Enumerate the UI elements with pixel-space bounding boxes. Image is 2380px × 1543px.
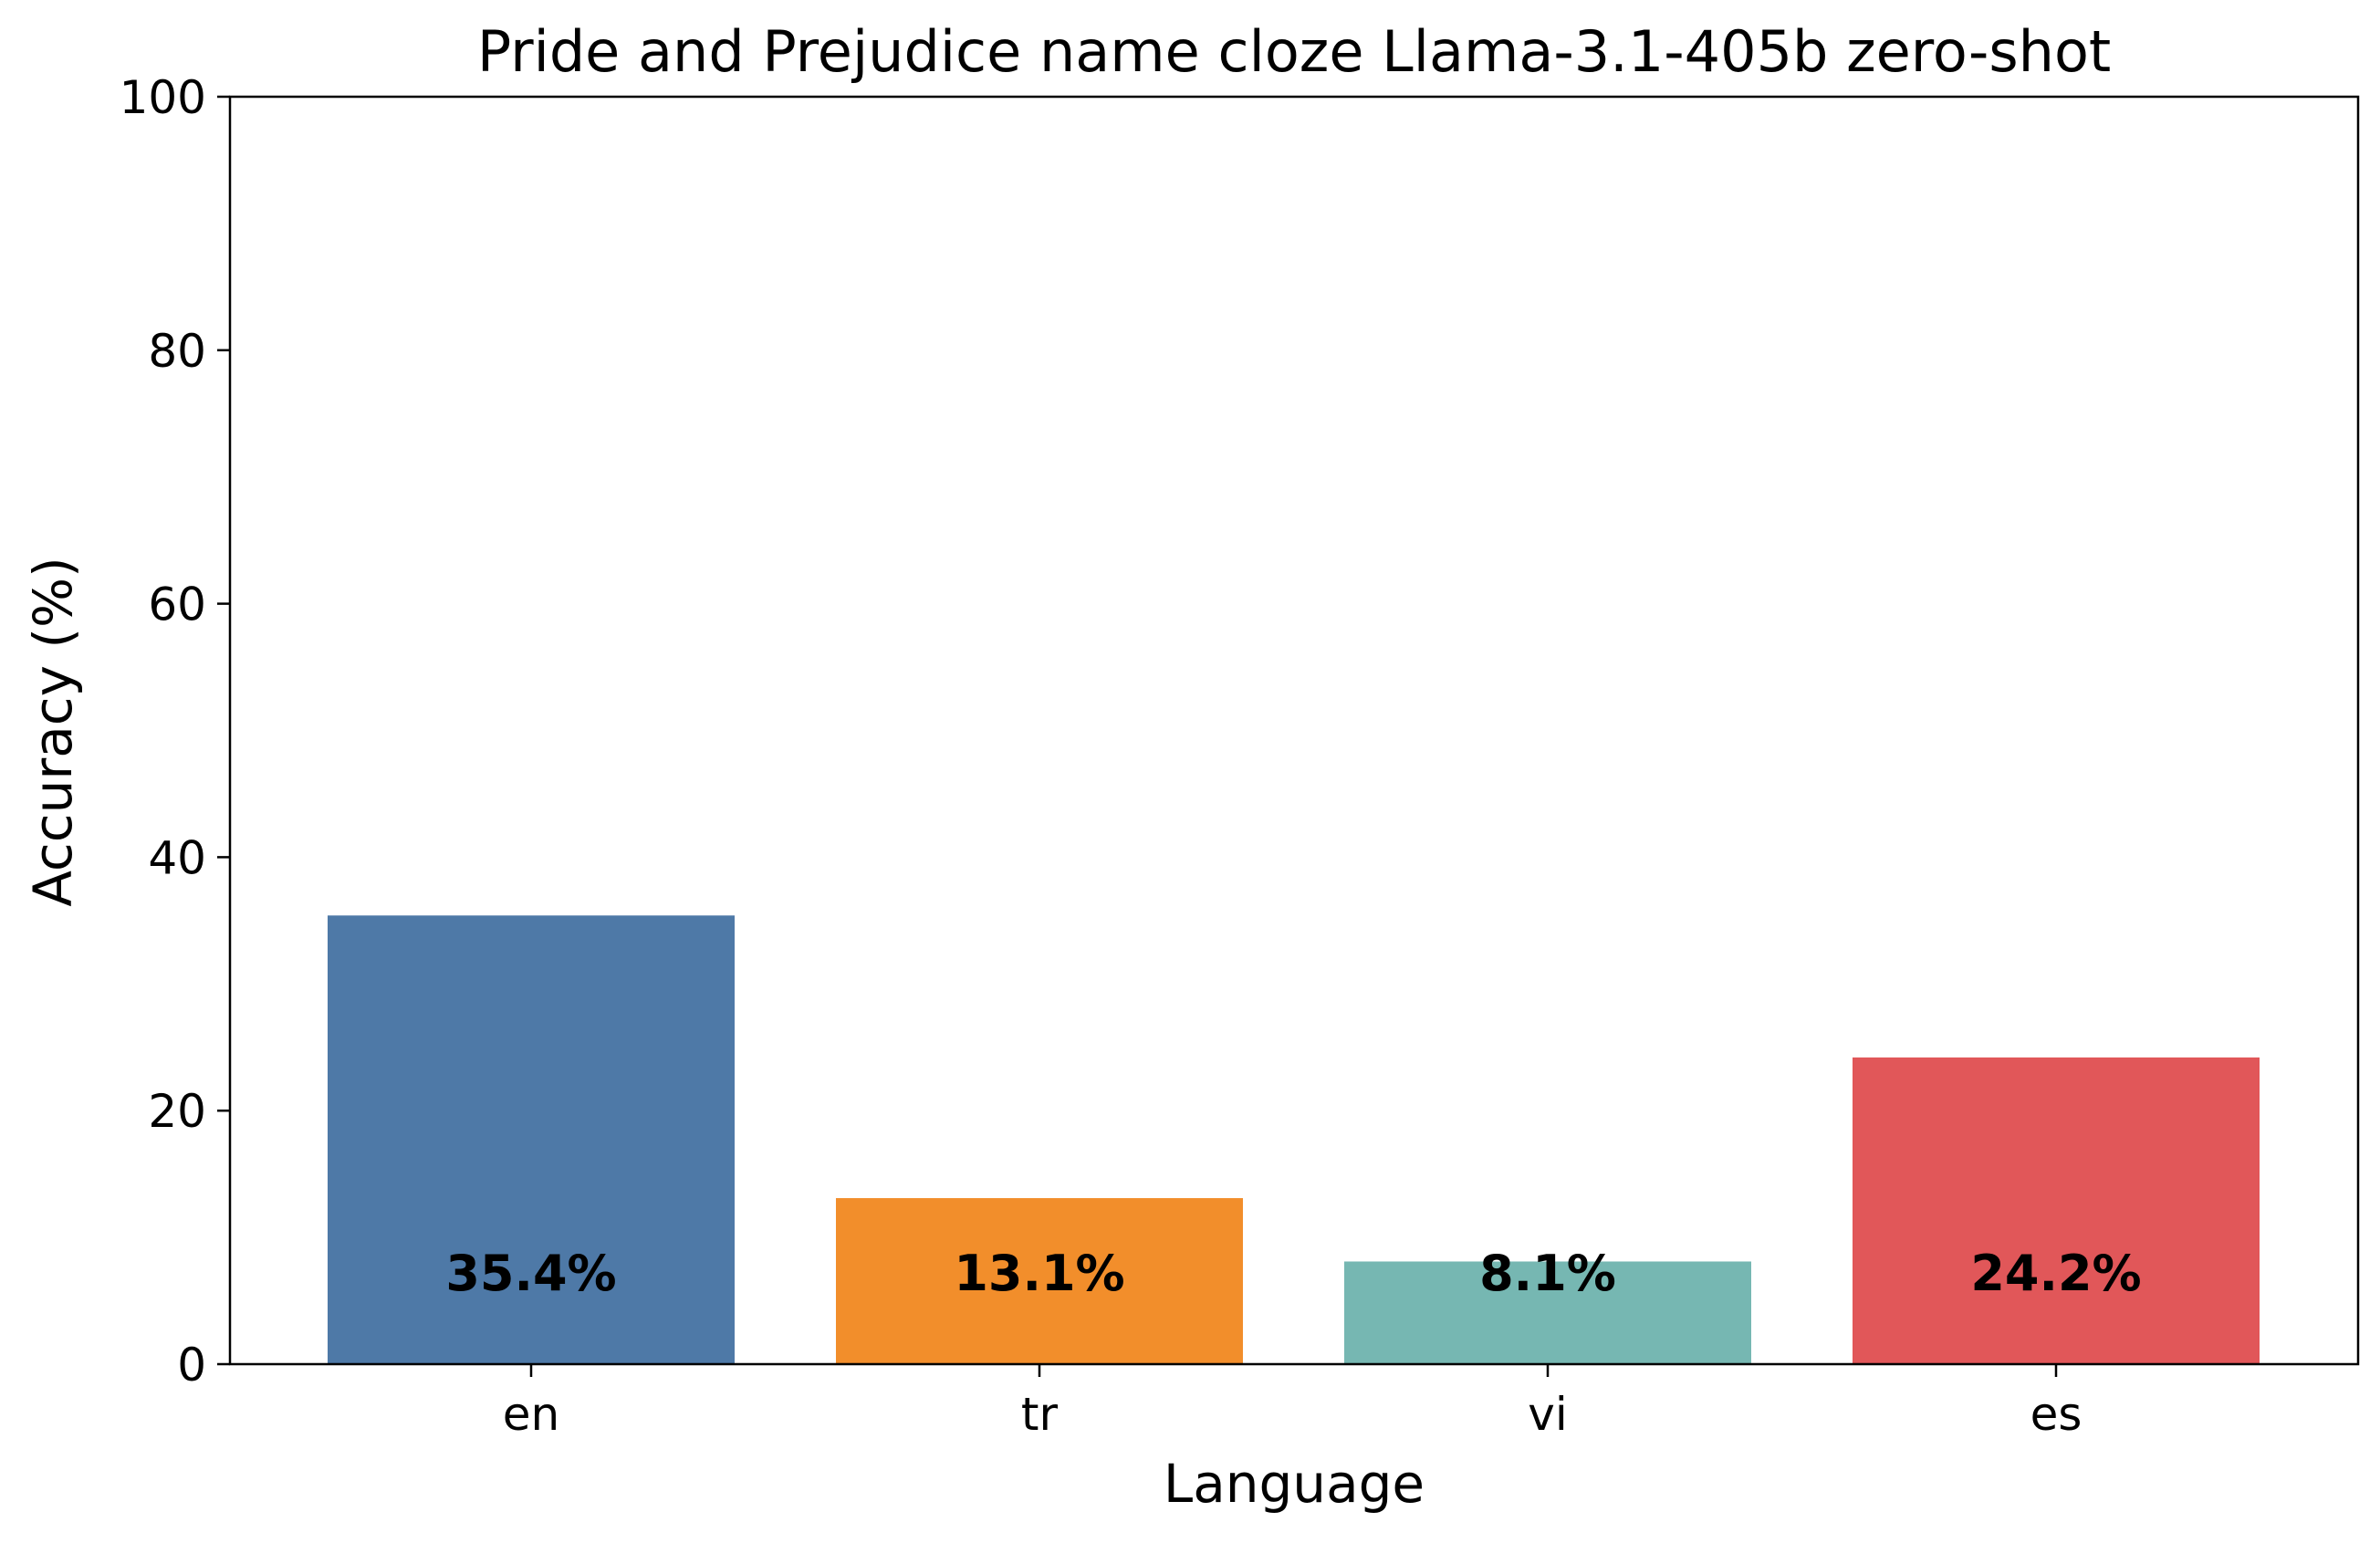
x-tick-label-vi: vi bbox=[1528, 1388, 1567, 1441]
y-tick-label-40: 40 bbox=[148, 831, 206, 884]
y-tick-label-80: 80 bbox=[148, 325, 206, 378]
bar-tr bbox=[836, 1198, 1243, 1364]
value-label-tr: 13.1% bbox=[954, 1245, 1124, 1302]
bars-group bbox=[328, 915, 2260, 1364]
y-axis-label: Accuracy (%) bbox=[22, 557, 84, 907]
y-tick-label-20: 20 bbox=[148, 1085, 206, 1138]
x-ticks-group: en tr vi es bbox=[503, 1364, 2082, 1441]
value-label-en: 35.4% bbox=[445, 1245, 616, 1302]
x-axis-label: Language bbox=[1164, 1453, 1425, 1515]
bar-vi bbox=[1344, 1261, 1751, 1364]
x-tick-label-tr: tr bbox=[1021, 1388, 1059, 1441]
value-labels-group: 35.4% 13.1% 8.1% 24.2% bbox=[445, 1245, 2141, 1302]
chart-title: Pride and Prejudice name cloze Llama-3.1… bbox=[477, 18, 2111, 85]
y-tick-label-100: 100 bbox=[120, 71, 206, 124]
y-ticks-group: 0 20 40 60 80 100 bbox=[120, 71, 230, 1392]
plot-frame bbox=[228, 95, 2360, 1366]
bar-en bbox=[328, 915, 735, 1364]
y-tick-label-60: 60 bbox=[148, 579, 206, 631]
value-label-es: 24.2% bbox=[1970, 1245, 2141, 1302]
x-tick-label-en: en bbox=[503, 1388, 559, 1441]
bar-es bbox=[1853, 1057, 2260, 1364]
y-tick-label-0: 0 bbox=[177, 1339, 206, 1392]
value-label-vi: 8.1% bbox=[1479, 1245, 1616, 1302]
x-tick-label-es: es bbox=[2030, 1388, 2082, 1441]
